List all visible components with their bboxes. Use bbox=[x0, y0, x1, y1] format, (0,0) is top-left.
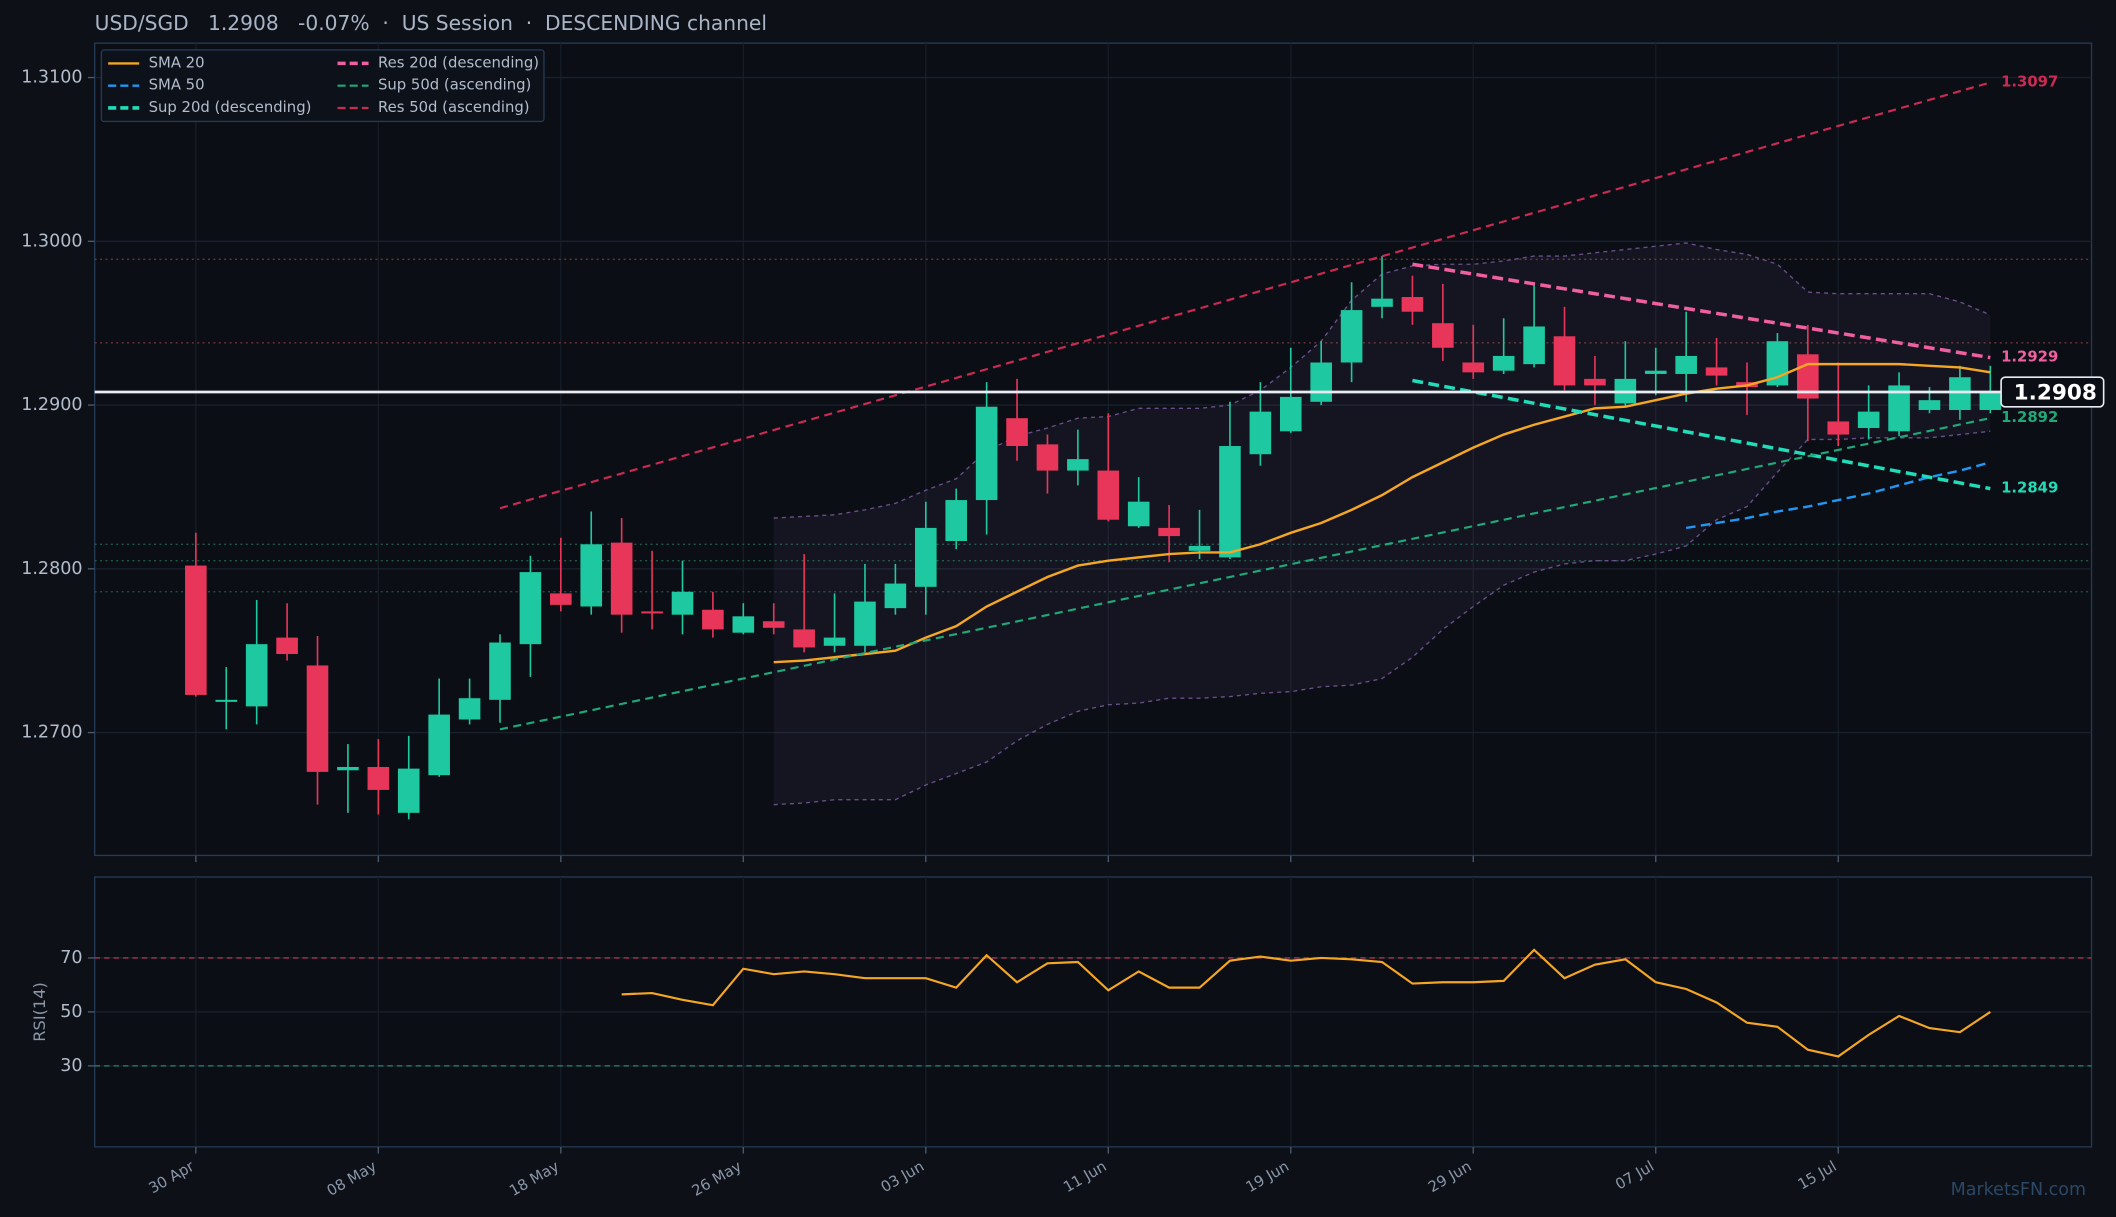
rsi-line bbox=[621, 948, 1991, 1058]
candle-body bbox=[1401, 296, 1424, 312]
trendline bbox=[499, 81, 1991, 510]
legend-label: SMA 50 bbox=[149, 77, 205, 94]
candle-body bbox=[550, 593, 572, 605]
candle-body bbox=[762, 621, 785, 628]
candle-body bbox=[1067, 459, 1089, 471]
y-tick-label: 70 bbox=[60, 948, 82, 968]
y-tick-label: 1.2700 bbox=[21, 723, 82, 743]
y-tick-label: 50 bbox=[60, 1002, 82, 1022]
chart-title: USD/SGD 1.2908 -0.07% · US Session · DES… bbox=[95, 11, 767, 35]
candle-body bbox=[1006, 418, 1028, 447]
candle-body bbox=[1310, 362, 1332, 402]
trendline-label: 1.3097 bbox=[2001, 73, 2058, 90]
candle-body bbox=[1918, 400, 1941, 410]
candle-body bbox=[1888, 385, 1910, 432]
candle-body bbox=[397, 768, 420, 813]
candle-body bbox=[367, 766, 390, 790]
candle-body bbox=[1340, 310, 1363, 363]
candle-body bbox=[793, 629, 815, 648]
watermark: MarketsFN.com bbox=[1951, 1180, 2086, 1200]
ma-line bbox=[1685, 461, 1991, 530]
candle-body bbox=[1827, 421, 1850, 435]
candle-body bbox=[1553, 336, 1576, 386]
ma-line bbox=[773, 362, 1991, 664]
candle-body bbox=[641, 611, 663, 614]
trendline-label: 1.2892 bbox=[2001, 409, 2058, 426]
candle-body bbox=[1036, 444, 1059, 471]
rsi-axis-label: RSI(14) bbox=[30, 982, 49, 1042]
price-panel bbox=[93, 42, 2093, 857]
legend-label: Sup 50d (ascending) bbox=[378, 77, 531, 94]
candle-body bbox=[1219, 446, 1241, 558]
candle-body bbox=[1949, 377, 1971, 410]
candle-body bbox=[1857, 411, 1880, 429]
candle-body bbox=[915, 527, 937, 587]
candle-body bbox=[489, 642, 511, 700]
candle-body bbox=[337, 766, 359, 771]
candle-body bbox=[428, 714, 450, 776]
y-tick-label: 1.3100 bbox=[21, 68, 82, 88]
candle-body bbox=[1705, 367, 1728, 376]
candle-body bbox=[1644, 370, 1667, 374]
y-tick-label: 1.3000 bbox=[21, 231, 82, 251]
candle-body bbox=[732, 616, 755, 633]
legend-label: Sup 20d (descending) bbox=[149, 99, 312, 116]
last-price-label: 1.2908 bbox=[2014, 380, 2097, 405]
candle-body bbox=[306, 665, 329, 772]
candle-body bbox=[945, 500, 968, 541]
legend-label: Res 50d (ascending) bbox=[378, 99, 530, 116]
last-price-box bbox=[2000, 376, 2105, 408]
band-line bbox=[773, 430, 1991, 806]
trendline bbox=[1412, 262, 1991, 360]
candle-body bbox=[245, 644, 268, 707]
legend-label: Res 20d (descending) bbox=[378, 54, 539, 71]
y-tick-label: 1.2900 bbox=[21, 395, 82, 415]
candle-body bbox=[671, 591, 694, 615]
candle-body bbox=[1492, 355, 1515, 371]
candle-body bbox=[610, 542, 633, 615]
y-tick-label: 1.2800 bbox=[21, 559, 82, 579]
candle-body bbox=[702, 609, 724, 630]
candle-body bbox=[1279, 396, 1302, 432]
candle-body bbox=[1432, 323, 1454, 348]
legend-label: SMA 20 bbox=[149, 54, 205, 71]
candle-body bbox=[1675, 355, 1697, 374]
candle-body bbox=[276, 637, 298, 654]
trendline bbox=[499, 417, 1991, 731]
candle-body bbox=[823, 637, 846, 646]
candle-body bbox=[1371, 298, 1393, 307]
candle-body bbox=[215, 699, 238, 702]
y-tick-label: 30 bbox=[60, 1056, 82, 1076]
candle-body bbox=[185, 565, 207, 695]
candle-body bbox=[458, 698, 481, 720]
trendline-label: 1.2929 bbox=[2001, 349, 2058, 366]
candle-body bbox=[884, 583, 907, 609]
candle-body bbox=[1584, 378, 1606, 386]
trendline bbox=[1412, 378, 1991, 491]
candle-body bbox=[1523, 326, 1545, 365]
legend-box bbox=[100, 49, 545, 123]
candle-body bbox=[1188, 545, 1211, 551]
candle-body bbox=[1249, 411, 1272, 455]
candle-body bbox=[975, 406, 998, 501]
candle-body bbox=[1462, 362, 1485, 373]
candle-body bbox=[1158, 527, 1180, 537]
candle-body bbox=[519, 572, 542, 645]
candle-body bbox=[854, 601, 876, 646]
trendline-label: 1.2849 bbox=[2001, 480, 2058, 497]
candle-body bbox=[1127, 501, 1150, 527]
candle-body bbox=[1979, 391, 2002, 410]
candle-body bbox=[580, 544, 603, 607]
candle-body bbox=[1097, 470, 1120, 520]
